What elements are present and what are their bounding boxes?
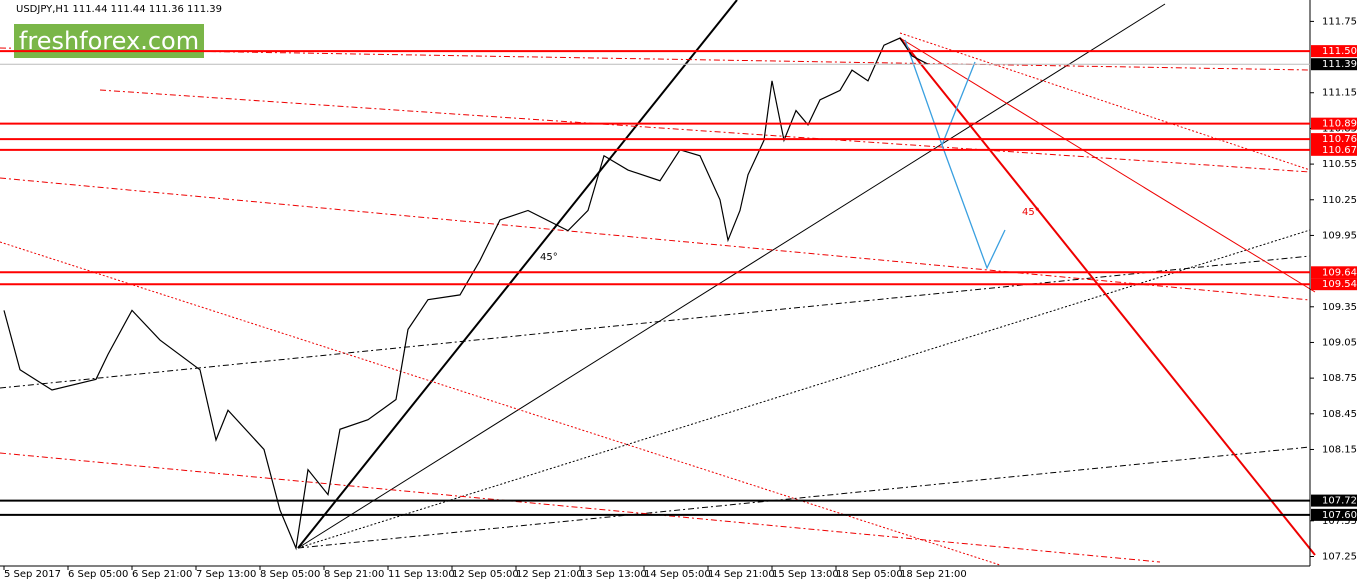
x-tick-label: 8 Sep 21:00 — [324, 569, 384, 580]
level-label: 110.76 — [1322, 134, 1357, 145]
level-label: 111.39 — [1322, 59, 1357, 70]
trendline — [0, 177, 1311, 301]
level-label-box — [1311, 494, 1357, 507]
trendline — [297, 446, 1311, 549]
chart-title: USDJPY,H1 111.44 111.44 111.36 111.39 — [16, 4, 222, 15]
level-label-box — [1311, 58, 1357, 71]
y-tick-label: 108.75 — [1322, 373, 1357, 384]
level-label: 109.54 — [1322, 279, 1357, 290]
annotation: 45° — [1022, 207, 1040, 218]
level-label: 107.72 — [1322, 496, 1357, 507]
level-label-box — [1311, 266, 1357, 279]
x-tick-label: 15 Sep 13:00 — [772, 569, 839, 580]
trendline — [0, 452, 1161, 563]
trendline — [297, 0, 738, 549]
y-tick-label: 108.15 — [1322, 444, 1357, 455]
y-tick-label: 110.25 — [1322, 195, 1357, 206]
trendline — [899, 32, 1311, 171]
x-tick-label: 18 Sep 21:00 — [900, 569, 967, 580]
level-label-box — [1311, 508, 1357, 521]
x-tick-label: 12 Sep 21:00 — [516, 569, 583, 580]
y-tick-label: 109.35 — [1322, 302, 1357, 313]
level-label: 111.50 — [1322, 46, 1357, 57]
trendline — [99, 89, 1311, 173]
level-label-box — [1311, 143, 1357, 156]
x-tick-label: 7 Sep 13:00 — [196, 569, 256, 580]
x-tick-label: 18 Sep 05:00 — [836, 569, 903, 580]
level-label: 110.89 — [1322, 119, 1357, 130]
x-tick-label: 13 Sep 13:00 — [580, 569, 647, 580]
y-tick-label: 111.75 — [1322, 16, 1357, 27]
watermark-box — [14, 24, 204, 58]
trendline — [297, 3, 1166, 549]
level-label: 109.64 — [1322, 267, 1357, 278]
y-tick-label: 109.95 — [1322, 230, 1357, 241]
level-label: 107.60 — [1322, 510, 1357, 521]
x-tick-label: 6 Sep 21:00 — [132, 569, 192, 580]
y-tick-label: 111.15 — [1322, 88, 1357, 99]
trendline — [297, 229, 1311, 549]
x-tick-label: 5 Sep 2017 — [4, 569, 61, 580]
x-tick-label: 11 Sep 13:00 — [388, 569, 455, 580]
x-tick-label: 14 Sep 05:00 — [644, 569, 711, 580]
y-tick-label: 108.45 — [1322, 409, 1357, 420]
x-tick-label: 12 Sep 05:00 — [452, 569, 519, 580]
projection — [904, 39, 1006, 270]
trendline — [899, 37, 1316, 293]
level-label-box — [1311, 278, 1357, 291]
price-line — [3, 37, 929, 551]
level-label-box — [1311, 117, 1357, 130]
annotation: 45° — [540, 252, 558, 263]
level-label-box — [1311, 133, 1357, 146]
y-tick-label: 109.05 — [1322, 337, 1357, 348]
x-tick-label: 14 Sep 21:00 — [708, 569, 775, 580]
level-label-box — [1311, 45, 1357, 58]
y-tick-label: 107.55 — [1322, 516, 1357, 527]
x-tick-label: 6 Sep 05:00 — [68, 569, 128, 580]
level-label: 110.67 — [1322, 145, 1357, 156]
y-tick-label: 107.25 — [1322, 551, 1357, 562]
x-tick-label: 8 Sep 05:00 — [260, 569, 320, 580]
trendline — [0, 241, 1001, 566]
y-tick-label: 110.55 — [1322, 159, 1357, 170]
projection — [941, 61, 976, 146]
